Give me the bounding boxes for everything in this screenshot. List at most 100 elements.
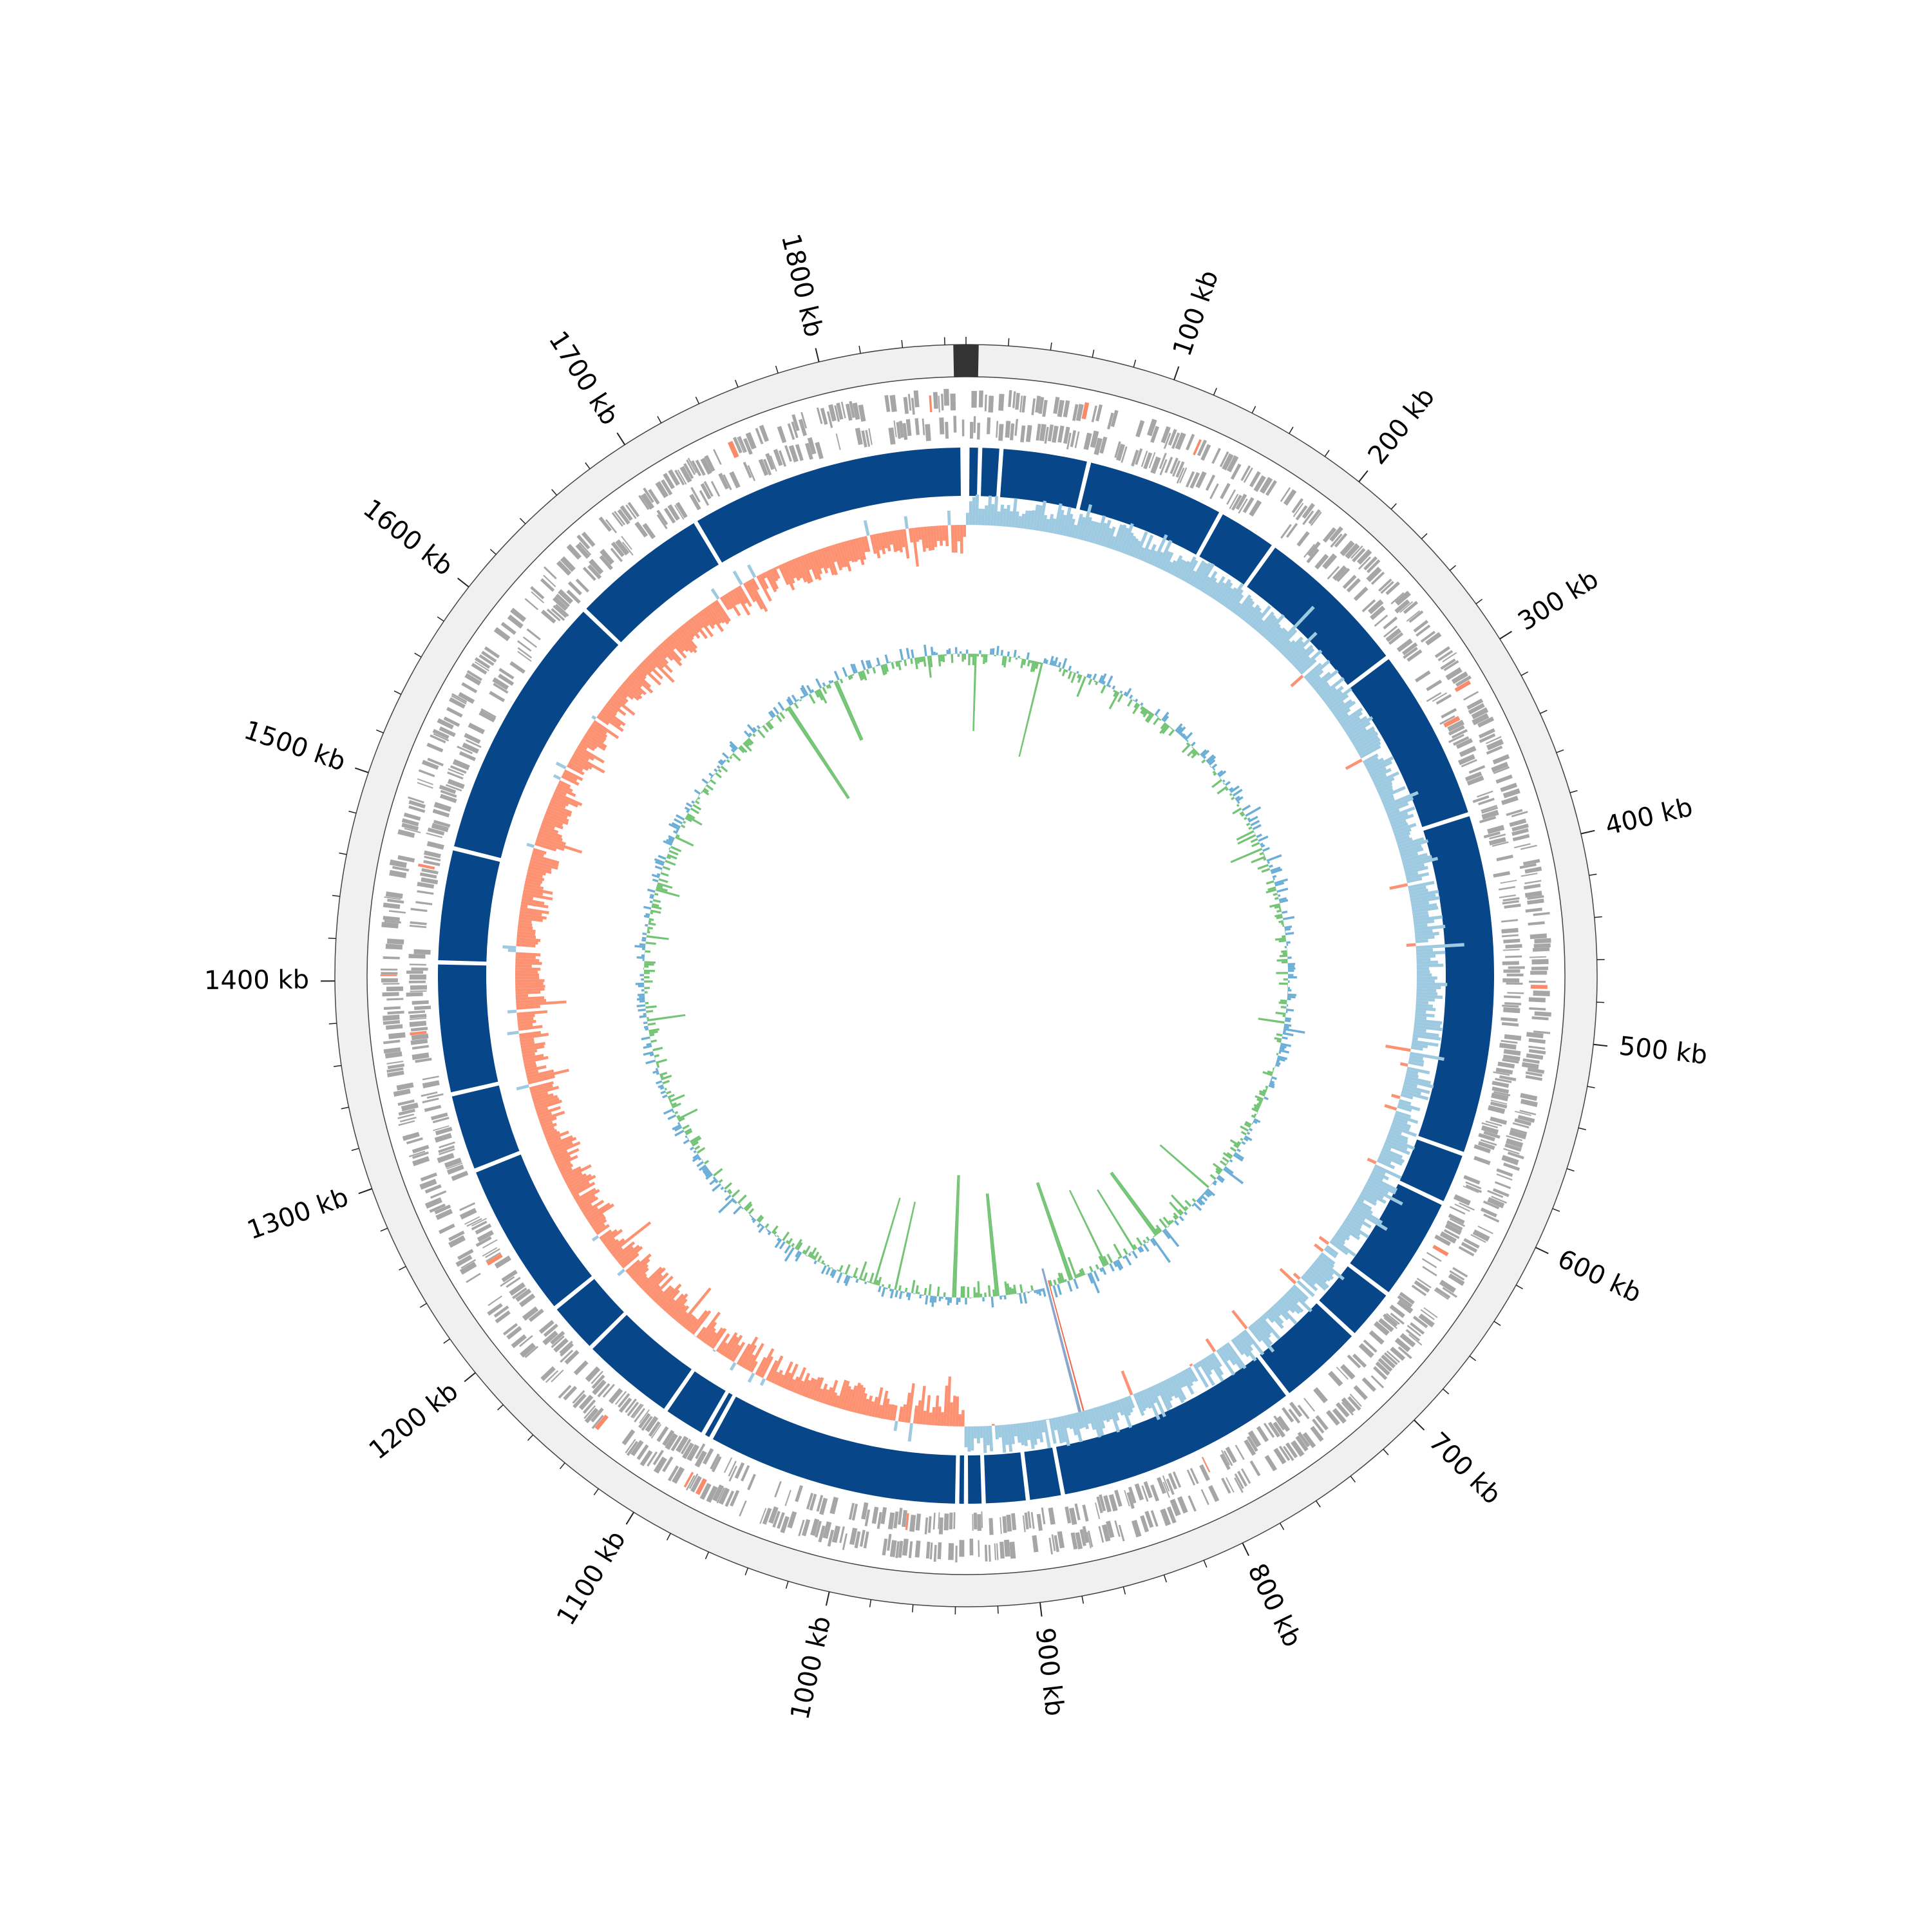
gene-feature — [1478, 1133, 1495, 1142]
gene-feature — [1091, 405, 1097, 422]
gene-feature — [1328, 1370, 1343, 1387]
gc-skew-bar — [1401, 852, 1419, 860]
gc-content-bar — [1065, 669, 1068, 673]
gc-skew-bar — [1309, 676, 1321, 687]
gene-feature — [1454, 680, 1472, 692]
gene-feature — [495, 1310, 511, 1323]
gc-skew-bar — [1257, 1318, 1272, 1334]
gc-content-track — [634, 644, 1305, 1308]
gene-feature — [409, 1021, 427, 1027]
gc-skew-bar — [707, 605, 722, 624]
gene-feature — [461, 682, 478, 694]
gc-content-bar — [781, 710, 783, 712]
gene-feature — [1468, 765, 1486, 774]
gc-content-bar — [1125, 688, 1132, 697]
gene-feature — [459, 1202, 476, 1211]
gene-feature — [1340, 540, 1355, 556]
gc-content-bar — [1202, 1193, 1205, 1196]
gc-content-bar — [1287, 991, 1289, 994]
gc-skew-bar — [1095, 1406, 1106, 1429]
gc-skew-bar — [643, 659, 663, 680]
gc-skew-bar — [863, 520, 870, 536]
gene-feature — [420, 1172, 437, 1182]
contig-block — [981, 448, 999, 497]
gc-content-bar — [704, 1160, 710, 1165]
gc-content-bar — [1068, 1189, 1108, 1266]
gene-feature — [1346, 578, 1361, 592]
gene-feature — [1504, 1143, 1522, 1152]
gene-feature — [1473, 1155, 1491, 1166]
gc-skew-bar — [1003, 1425, 1009, 1445]
gc-skew-bar — [926, 526, 932, 551]
gene-feature — [422, 1080, 440, 1088]
gene-feature — [1188, 1495, 1197, 1512]
gc-skew-bar — [1387, 1133, 1408, 1144]
gene-feature — [1502, 900, 1519, 905]
gc-content-bar — [644, 963, 654, 966]
gc-content-bar — [935, 652, 938, 656]
gc-skew-bar — [1065, 513, 1074, 537]
gc-skew-bar — [1029, 510, 1036, 530]
gc-skew-bar — [1059, 515, 1067, 536]
gc-content-bar — [1092, 673, 1097, 681]
gene-feature — [466, 670, 482, 681]
gc-skew-bar — [661, 1289, 680, 1310]
gene-feature — [417, 882, 435, 889]
gc-content-bar — [930, 647, 934, 656]
gc-content-bar — [800, 685, 809, 696]
gene-feature — [1086, 1531, 1092, 1549]
gc-content-bar — [1212, 1162, 1224, 1171]
gc-content-bar — [1191, 1198, 1197, 1203]
gc-content-bar — [796, 1242, 803, 1251]
tick-mark — [399, 1265, 406, 1271]
gene-feature — [1492, 1081, 1510, 1088]
gc-content-bar — [968, 654, 971, 666]
gc-content-bar — [1253, 1113, 1257, 1117]
gc-skew-bar — [1416, 948, 1434, 952]
gc-content-bar — [1275, 1061, 1281, 1065]
gc-skew-bar — [653, 649, 669, 665]
gene-feature — [563, 1385, 578, 1401]
gc-skew-bar — [538, 1110, 565, 1122]
gc-content-bar — [1110, 1172, 1157, 1236]
gene-feature — [439, 1141, 455, 1149]
gene-feature — [893, 420, 897, 437]
gc-skew-bar — [523, 889, 544, 896]
gene-feature — [1041, 1507, 1046, 1524]
gc-content-bar — [1049, 656, 1054, 665]
gc-content-bar — [1184, 1211, 1188, 1216]
gc-content-bar — [961, 654, 964, 662]
gc-content-bar — [1103, 1255, 1110, 1265]
gc-skew-bar — [1268, 1307, 1284, 1325]
gc-skew-bar — [778, 564, 790, 585]
gene-feature — [1459, 746, 1477, 757]
tick-label: 900 kb — [1030, 1626, 1070, 1718]
gc-skew-bar — [789, 560, 800, 581]
gene-feature — [447, 779, 465, 790]
gene-feature — [827, 1530, 835, 1547]
gc-content-bar — [683, 1139, 690, 1144]
gc-content-bar — [954, 647, 958, 654]
gc-content-bar — [1018, 662, 1043, 757]
gc-skew-bar — [923, 526, 929, 549]
gc-skew-bar — [528, 865, 552, 875]
gc-content-bar — [1184, 732, 1193, 741]
gc-skew-bar — [679, 1287, 712, 1326]
gc-skew-bar — [1345, 1217, 1362, 1230]
gc-content-bar — [656, 884, 663, 889]
gc-skew-bar — [1348, 1212, 1372, 1229]
gc-skew-bar — [1313, 669, 1339, 691]
gc-content-bar — [1036, 1289, 1039, 1294]
gc-skew-bar — [516, 1000, 567, 1007]
gc-content-bar — [849, 674, 853, 679]
gc-skew-bar — [561, 774, 580, 786]
gc-content-bar — [668, 847, 671, 850]
gc-skew-bar — [1295, 656, 1311, 670]
contig-block — [451, 1085, 520, 1169]
contig-block — [1247, 547, 1387, 685]
gene-feature — [694, 1450, 707, 1468]
gc-skew-bar — [928, 1412, 933, 1425]
gene-feature — [618, 1393, 630, 1408]
gc-skew-bar — [960, 525, 963, 554]
gene-feature — [1533, 1030, 1551, 1034]
